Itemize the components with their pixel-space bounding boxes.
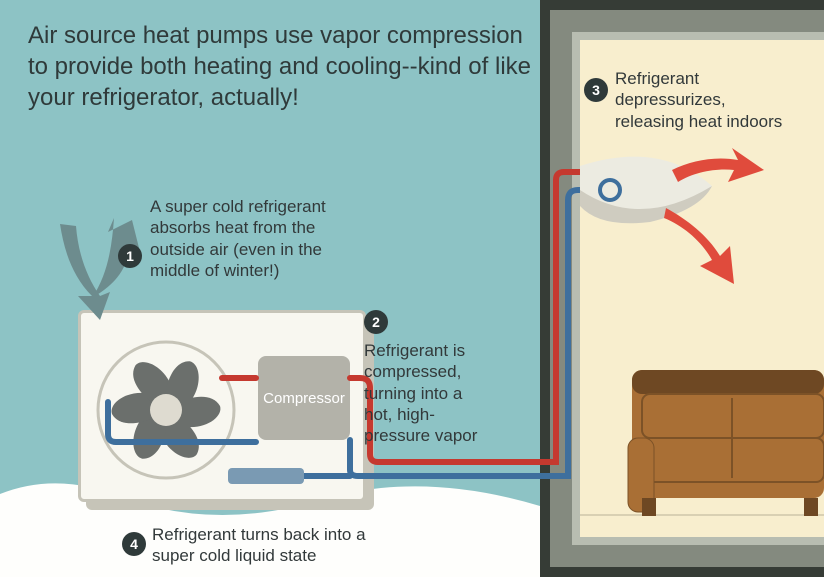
step-1-text: A super cold refrigerant absorbs heat fr… — [150, 196, 340, 281]
step-3-badge: 3 — [584, 78, 608, 102]
infographic-title: Air source heat pumps use vapor compress… — [28, 20, 538, 114]
step-4-badge: 4 — [122, 532, 146, 556]
step-1-number: 1 — [126, 248, 134, 264]
step-1-badge: 1 — [118, 244, 142, 268]
heat-pump-infographic: Compressor — [0, 0, 824, 577]
step-4-number: 4 — [130, 536, 138, 552]
step-2-text: Refrigerant is compressed, turning into … — [364, 340, 494, 446]
step-2-badge: 2 — [364, 310, 388, 334]
step-3-number: 3 — [592, 82, 600, 98]
step-2-number: 2 — [372, 314, 380, 330]
step-3-text: Refrigerant depressurizes, releasing hea… — [615, 68, 785, 132]
step-4-text: Refrigerant turns back into a super cold… — [152, 524, 372, 567]
